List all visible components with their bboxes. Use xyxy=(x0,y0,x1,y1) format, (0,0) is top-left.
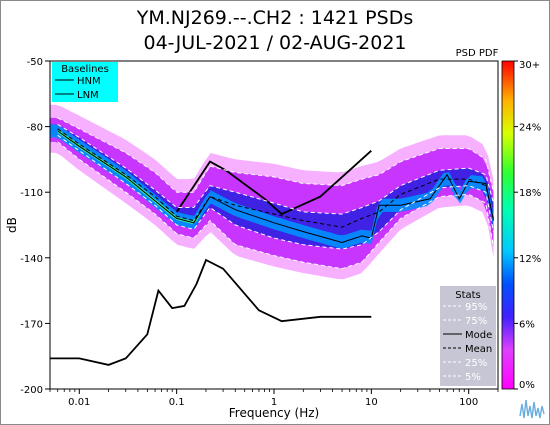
density-band-outer xyxy=(50,117,494,269)
y-tick-label: -50 xyxy=(27,57,43,68)
x-tick-label: 0.1 xyxy=(169,397,185,408)
y-tick-label: -200 xyxy=(20,385,43,396)
colorbar-label: PSD PDF xyxy=(456,48,499,59)
series-5pct-line xyxy=(57,141,494,270)
baselines-legend-title: Baselines xyxy=(61,64,109,75)
chart-title-line-2: 04-JUL-2021 / 02-AUG-2021 xyxy=(143,32,407,54)
stats-legend-label: Mode xyxy=(465,330,492,341)
colorbar-tick-label: 18% xyxy=(519,188,541,199)
series-95pct-line xyxy=(57,117,494,193)
x-tick-label: 100 xyxy=(459,397,478,408)
colorbar-tick-label: 24% xyxy=(519,123,541,134)
y-tick-label: -140 xyxy=(20,254,43,265)
series-layer xyxy=(50,117,494,366)
baselines-legend: Baselines HNM LNM xyxy=(52,62,118,102)
stats-legend-label: Mean xyxy=(465,344,492,355)
stats-legend-label: 25% xyxy=(465,358,487,369)
stats-legend-label: 75% xyxy=(465,316,487,327)
colorbar-tick-label: 30+ xyxy=(519,60,540,71)
series-mean-line xyxy=(57,128,494,228)
colorbar-tick-label: 12% xyxy=(519,254,541,265)
x-tick-label: 0.01 xyxy=(68,397,90,408)
hnm-legend-label: HNM xyxy=(77,76,101,87)
lnm-legend-label: LNM xyxy=(77,90,99,101)
density-band-inner xyxy=(50,124,494,249)
colorbar-tick-label: 0% xyxy=(519,380,535,391)
colorbar xyxy=(501,60,515,390)
colorbar-tick-label: 6% xyxy=(519,319,535,330)
chart-title-line-1: YM.NJ269.--.CH2 : 1421 PSDs xyxy=(136,7,414,29)
baselines-legend-box xyxy=(52,62,118,102)
y-tick-label: -80 xyxy=(27,123,43,134)
x-axis-label: Frequency (Hz) xyxy=(229,406,320,420)
series-lnm-line xyxy=(50,258,372,366)
pdf-density-layer xyxy=(50,104,494,280)
series-hnm-line xyxy=(175,150,372,216)
stats-legend-title: Stats xyxy=(455,290,481,301)
stats-legend-box xyxy=(440,286,496,386)
series-75pct-line xyxy=(57,123,494,215)
y-tick-label: -110 xyxy=(20,188,43,199)
stats-legend: Stats 95% 75% Mode Mean 25% 5% xyxy=(440,286,496,386)
colorbar-ticks: 0% 6% 12% 18% 24% 30+ xyxy=(514,60,541,391)
series-25pct-line xyxy=(57,134,494,250)
x-tick-label: 10 xyxy=(365,397,378,408)
y-axis: -50 -80 -110 -140 -170 -200 xyxy=(20,57,50,396)
stats-legend-label: 95% xyxy=(465,302,487,313)
y-axis-label: dB xyxy=(5,217,19,233)
series-mode-line xyxy=(57,130,494,244)
stats-legend-label: 5% xyxy=(465,372,481,383)
x-tick-label: 1 xyxy=(271,397,277,408)
y-tick-label: -170 xyxy=(20,319,43,330)
x-axis: 0.01 0.1 1 10 100 xyxy=(49,389,499,408)
wave-logo-icon xyxy=(519,399,545,419)
